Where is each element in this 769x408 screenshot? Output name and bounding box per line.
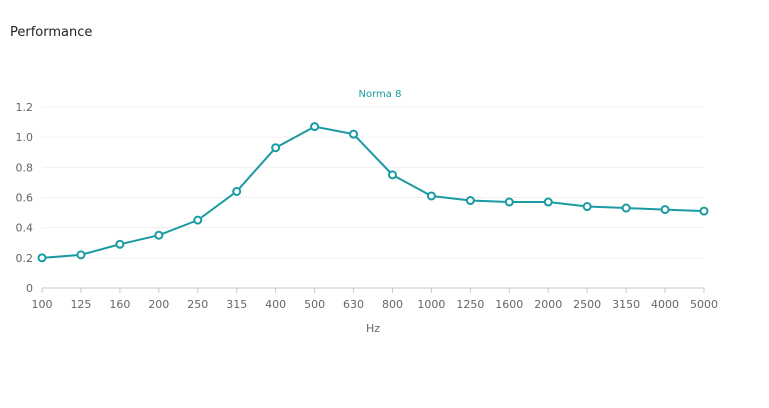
x-tick-label: 630 bbox=[343, 298, 364, 311]
data-point[interactable] bbox=[271, 143, 281, 153]
y-tick-label: 1.0 bbox=[16, 131, 34, 144]
x-tick-label: 5000 bbox=[690, 298, 718, 311]
x-tick-label: 800 bbox=[382, 298, 403, 311]
data-point[interactable] bbox=[310, 122, 320, 132]
series-line bbox=[41, 125, 705, 259]
y-tick-label: 0.4 bbox=[16, 222, 34, 235]
x-tick-label: 1250 bbox=[456, 298, 484, 311]
x-tick-label: 1000 bbox=[417, 298, 445, 311]
y-tick-label: 0.8 bbox=[16, 161, 34, 174]
x-tick-label: 100 bbox=[32, 298, 53, 311]
x-tick-label: 1600 bbox=[495, 298, 523, 311]
chart-grid bbox=[42, 106, 704, 289]
x-tick-label: 400 bbox=[265, 298, 286, 311]
x-tick-label: 315 bbox=[226, 298, 247, 311]
x-tick-label: 250 bbox=[187, 298, 208, 311]
x-axis-title: Hz bbox=[366, 322, 380, 335]
x-tick-label: 2500 bbox=[573, 298, 601, 311]
x-tick-label: 200 bbox=[148, 298, 169, 311]
data-point[interactable] bbox=[76, 250, 86, 260]
data-point[interactable] bbox=[154, 230, 164, 240]
x-axis: 100 125 160 200 250 315 400 500 630 800 1000 1250 16… bbox=[32, 288, 718, 311]
data-point[interactable] bbox=[349, 129, 359, 139]
y-tick-label: 0.6 bbox=[16, 192, 34, 205]
x-tick-label: 125 bbox=[70, 298, 91, 311]
data-point[interactable] bbox=[699, 206, 709, 216]
data-point[interactable] bbox=[232, 186, 242, 196]
data-point[interactable] bbox=[387, 170, 397, 180]
data-point[interactable] bbox=[465, 196, 475, 206]
y-tick-label: 1.2 bbox=[16, 101, 34, 114]
data-point[interactable] bbox=[37, 253, 47, 263]
x-tick-label: 4000 bbox=[651, 298, 679, 311]
data-point[interactable] bbox=[115, 239, 125, 249]
series-name-label: Norma 8 bbox=[359, 89, 402, 100]
data-point[interactable] bbox=[582, 202, 592, 212]
data-point[interactable] bbox=[660, 205, 670, 215]
data-point[interactable] bbox=[621, 203, 631, 213]
y-tick-label: 0 bbox=[26, 282, 33, 295]
data-point[interactable] bbox=[504, 197, 514, 207]
x-tick-label: 500 bbox=[304, 298, 325, 311]
data-point[interactable] bbox=[426, 191, 436, 201]
x-tick-label: 3150 bbox=[612, 298, 640, 311]
page-title: Performance bbox=[10, 25, 93, 40]
series-layer bbox=[37, 122, 709, 263]
y-axis: 0 0.2 0.4 0.6 0.8 1.0 1.2 bbox=[16, 101, 34, 295]
data-point[interactable] bbox=[543, 197, 553, 207]
x-tick-label: 160 bbox=[109, 298, 130, 311]
x-tick-label: 2000 bbox=[534, 298, 562, 311]
data-point[interactable] bbox=[193, 215, 203, 225]
y-tick-label: 0.2 bbox=[16, 252, 34, 265]
